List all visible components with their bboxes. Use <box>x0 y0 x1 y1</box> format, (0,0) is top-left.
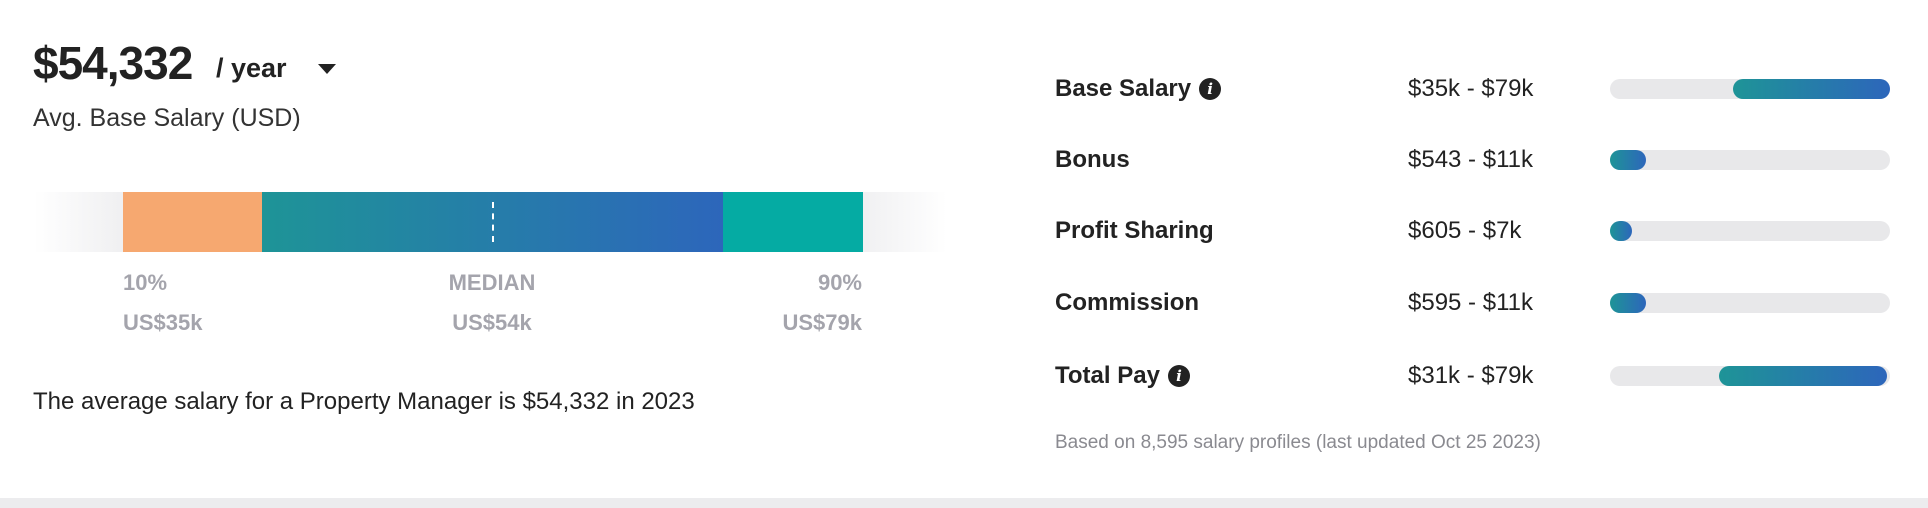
info-icon[interactable]: i <box>1167 365 1190 387</box>
info-icon[interactable]: i <box>1199 78 1222 100</box>
breakdown-bar-profit-sharing <box>1610 221 1890 241</box>
salary-summary-sentence: The average salary for a Property Manage… <box>33 388 695 415</box>
breakdown-bar-fill <box>1733 79 1890 99</box>
high-percentile-segment <box>723 192 863 252</box>
breakdown-label-base-salary: Base Salary i <box>1055 75 1222 103</box>
median-marker <box>492 202 494 242</box>
p10-label: 10% <box>123 270 168 295</box>
breakdown-label-text: Total Pay <box>1055 362 1160 389</box>
breakdown-bar-fill <box>1610 150 1647 170</box>
breakdown-bar-commission <box>1610 293 1890 313</box>
median-label: MEDIAN <box>448 270 536 295</box>
breakdown-label-text: Bonus <box>1055 146 1130 173</box>
data-source-footnote: Based on 8,595 salary profiles (last upd… <box>1055 432 1541 453</box>
breakdown-bar-fill <box>1610 293 1647 313</box>
average-salary-amount: $54,332 <box>33 37 193 89</box>
breakdown-range-base-salary: $35k - $79k <box>1408 75 1534 102</box>
breakdown-label-text: Commission <box>1055 289 1200 316</box>
breakdown-bar-total-pay <box>1610 366 1890 386</box>
breakdown-bar-bonus <box>1610 150 1890 170</box>
median-value: US$54k <box>452 310 532 335</box>
breakdown-bar-fill <box>1719 366 1888 386</box>
breakdown-label-profit-sharing: Profit Sharing <box>1055 217 1214 245</box>
p10-value: US$35k <box>123 310 203 335</box>
breakdown-label-text: Profit Sharing <box>1055 217 1214 244</box>
breakdown-range-bonus: $543 - $11k <box>1408 146 1533 173</box>
breakdown-label-commission: Commission <box>1055 289 1199 317</box>
caret-down-icon[interactable] <box>318 64 336 74</box>
breakdown-bar-fill <box>1610 221 1633 241</box>
breakdown-range-total-pay: $31k - $79k <box>1408 362 1534 389</box>
p90-value: US$79k <box>782 310 862 335</box>
p90-label: 90% <box>817 270 862 295</box>
breakdown-label-total-pay: Total Pay i <box>1055 362 1190 390</box>
breakdown-bar-base-salary <box>1610 79 1890 99</box>
breakdown-range-commission: $595 - $11k <box>1408 289 1533 316</box>
breakdown-label-text: Base Salary <box>1055 75 1192 102</box>
salary-subtitle: Avg. Base Salary (USD) <box>33 104 301 132</box>
breakdown-range-profit-sharing: $605 - $7k <box>1408 217 1522 244</box>
section-divider <box>0 498 1928 508</box>
pay-period-selector[interactable]: / year <box>216 53 287 83</box>
salary-distribution-bar <box>34 192 947 252</box>
breakdown-label-bonus: Bonus <box>1055 146 1130 174</box>
low-percentile-segment <box>123 192 263 252</box>
